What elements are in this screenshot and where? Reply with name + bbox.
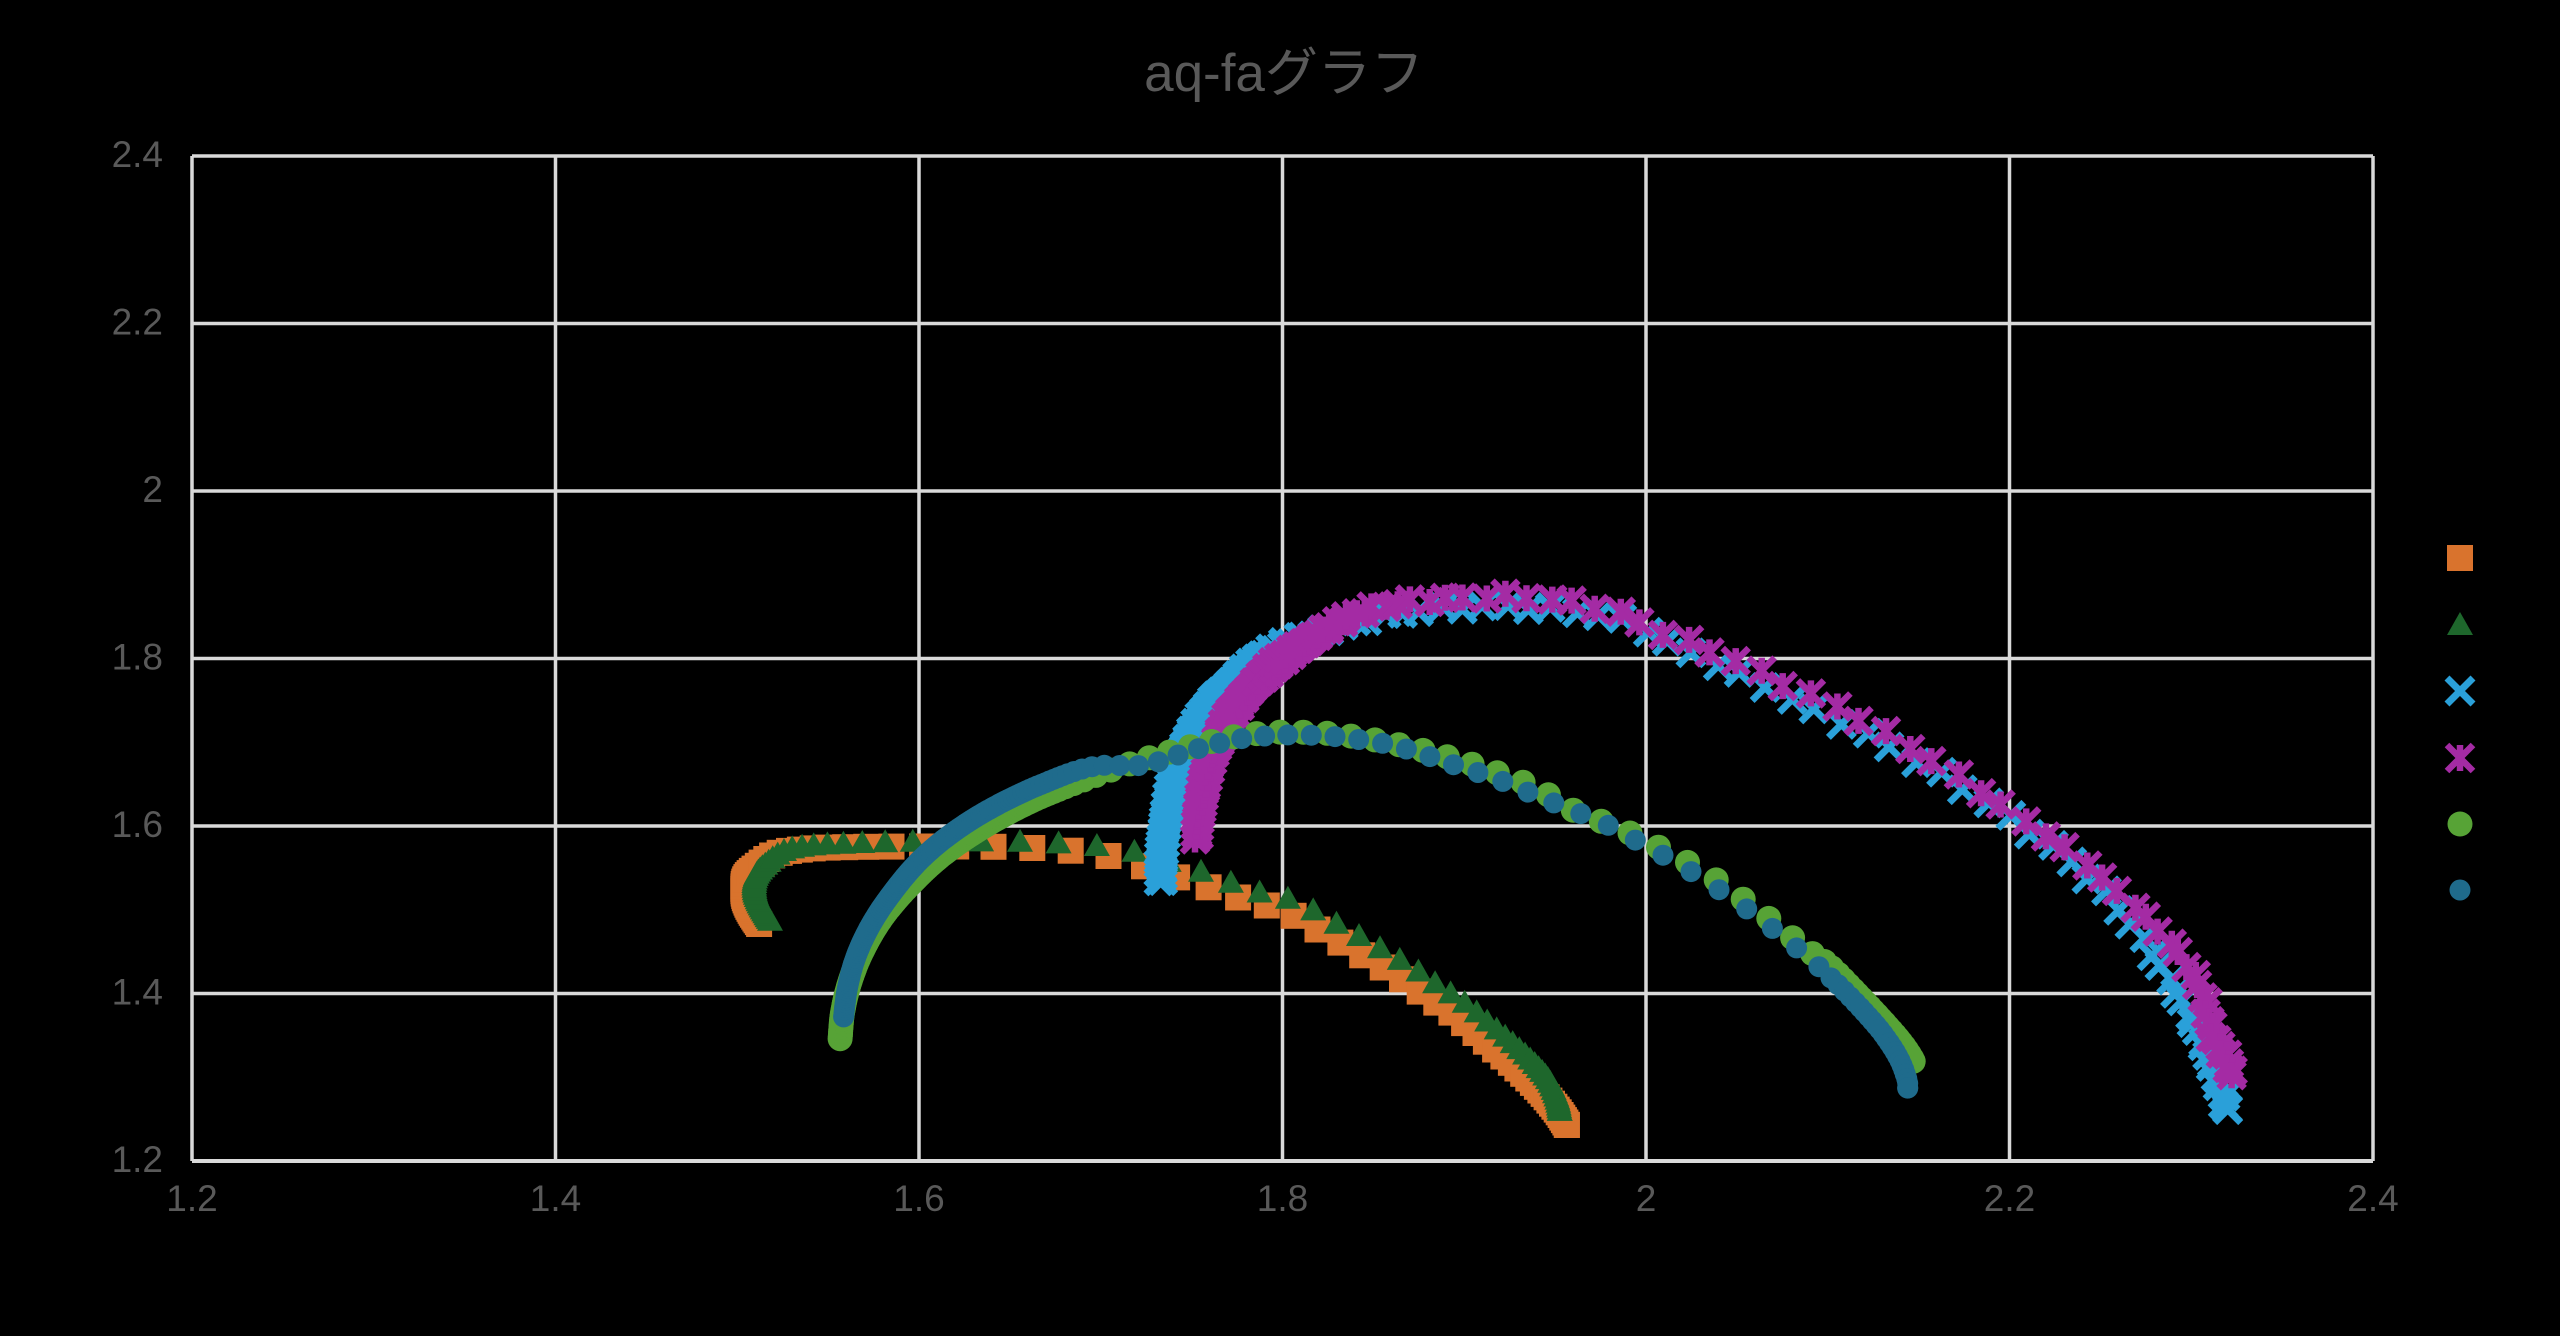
svg-text:2: 2 xyxy=(1636,1178,1657,1219)
svg-text:2: 2 xyxy=(142,469,163,510)
svg-text:1.2: 1.2 xyxy=(166,1178,217,1219)
svg-text:2.4: 2.4 xyxy=(2347,1178,2398,1219)
svg-text:1.4: 1.4 xyxy=(112,972,163,1013)
svg-text:1.8: 1.8 xyxy=(112,637,163,678)
svg-text:1.6: 1.6 xyxy=(893,1178,944,1219)
svg-text:aq-faグラフ: aq-faグラフ xyxy=(1144,44,1424,103)
svg-text:1.8: 1.8 xyxy=(1257,1178,1308,1219)
svg-text:2.2: 2.2 xyxy=(112,302,163,343)
svg-text:1.4: 1.4 xyxy=(530,1178,581,1219)
svg-text:1.6: 1.6 xyxy=(112,804,163,845)
svg-text:2.2: 2.2 xyxy=(1984,1178,2035,1219)
svg-text:2.4: 2.4 xyxy=(112,134,163,175)
svg-text:1.2: 1.2 xyxy=(112,1139,163,1180)
